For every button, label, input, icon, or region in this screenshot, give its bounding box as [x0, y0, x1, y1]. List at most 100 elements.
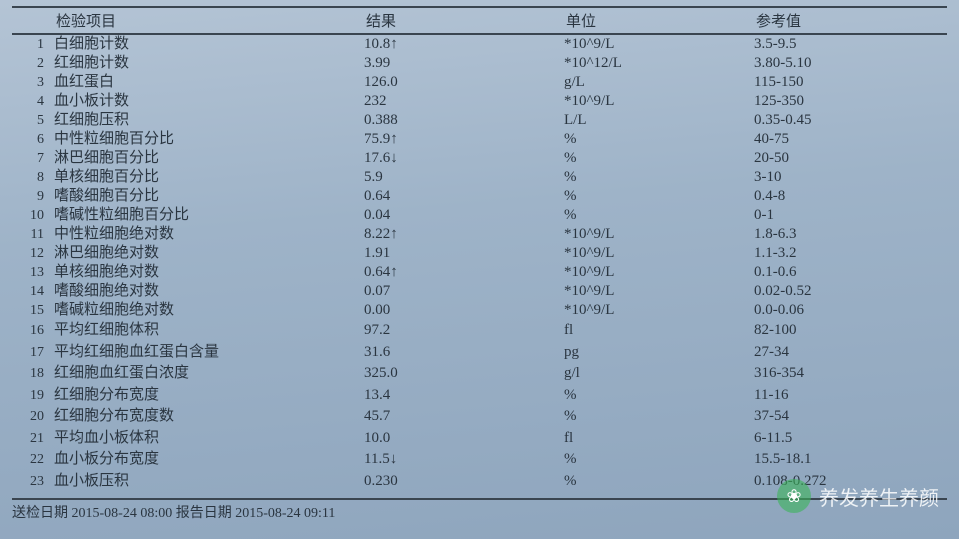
test-unit: *10^9/L: [564, 225, 754, 244]
test-result: 45.7: [364, 406, 564, 428]
test-ref: 15.5-18.1: [754, 449, 947, 471]
row-num: 8: [12, 168, 54, 187]
table-row: 17平均红细胞血红蛋白含量31.6pg27-34: [12, 342, 947, 364]
test-result: 5.9: [364, 168, 564, 187]
test-result: 0.230: [364, 471, 564, 493]
test-name: 淋巴细胞百分比: [54, 149, 364, 168]
test-name: 血小板压积: [54, 471, 364, 493]
test-result: 0.07: [364, 282, 564, 301]
table-row: 16平均红细胞体积97.2fl82-100: [12, 320, 947, 342]
flag-icon: ↓: [390, 449, 404, 471]
test-name: 嗜碱粒细胞绝对数: [54, 301, 364, 320]
test-name: 单核细胞绝对数: [54, 263, 364, 282]
row-num: 13: [12, 263, 54, 282]
test-name: 中性粒细胞百分比: [54, 130, 364, 149]
test-result: 3.99: [364, 54, 564, 73]
test-result: 0.04: [364, 206, 564, 225]
table-row: 4血小板计数232*10^9/L125-350: [12, 92, 947, 111]
test-result: 8.22↑: [364, 225, 564, 244]
flag-icon: ↑: [390, 130, 404, 149]
test-ref: 37-54: [754, 406, 947, 428]
table-row: 14嗜酸细胞绝对数0.07*10^9/L0.02-0.52: [12, 282, 947, 301]
table-row: 13单核细胞绝对数0.64↑*10^9/L0.1-0.6: [12, 263, 947, 282]
row-num: 17: [12, 342, 54, 364]
test-result: 13.4: [364, 385, 564, 407]
test-name: 中性粒细胞绝对数: [54, 225, 364, 244]
test-ref: 11-16: [754, 385, 947, 407]
row-num: 3: [12, 73, 54, 92]
row-num: 21: [12, 428, 54, 450]
header-ref: 参考值: [756, 10, 947, 31]
table-row: 20红细胞分布宽度数45.7%37-54: [12, 406, 947, 428]
table-row: 21平均血小板体积10.0fl6-11.5: [12, 428, 947, 450]
row-num: 12: [12, 244, 54, 263]
table-row: 8单核细胞百分比5.9%3-10: [12, 168, 947, 187]
test-unit: %: [564, 471, 754, 493]
test-result: 11.5↓: [364, 449, 564, 471]
row-num: 23: [12, 471, 54, 493]
test-unit: *10^9/L: [564, 92, 754, 111]
test-name: 嗜酸细胞百分比: [54, 187, 364, 206]
test-unit: %: [564, 449, 754, 471]
row-num: 19: [12, 385, 54, 407]
table-row: 1白细胞计数10.8↑*10^9/L3.5-9.5: [12, 35, 947, 54]
row-num: 9: [12, 187, 54, 206]
test-result: 0.64: [364, 187, 564, 206]
test-result: 0.00: [364, 301, 564, 320]
test-name: 平均红细胞血红蛋白含量: [54, 342, 364, 364]
test-unit: *10^9/L: [564, 35, 754, 54]
row-num: 15: [12, 301, 54, 320]
test-unit: g/L: [564, 73, 754, 92]
test-unit: %: [564, 406, 754, 428]
test-result: 0.388: [364, 111, 564, 130]
test-name: 红细胞血红蛋白浓度: [54, 363, 364, 385]
test-result: 31.6: [364, 342, 564, 364]
test-unit: fl: [564, 428, 754, 450]
test-unit: *10^12/L: [564, 54, 754, 73]
row-num: 11: [12, 225, 54, 244]
row-num: 6: [12, 130, 54, 149]
watermark: ❀ 养发养生养颜: [777, 479, 939, 513]
table-row: 9嗜酸细胞百分比0.64%0.4-8: [12, 187, 947, 206]
table-row: 19红细胞分布宽度13.4%11-16: [12, 385, 947, 407]
row-num: 16: [12, 320, 54, 342]
table-row: 7淋巴细胞百分比17.6↓%20-50: [12, 149, 947, 168]
test-ref: 82-100: [754, 320, 947, 342]
flag-icon: ↓: [390, 149, 404, 168]
table-row: 11中性粒细胞绝对数8.22↑*10^9/L1.8-6.3: [12, 225, 947, 244]
test-name: 红细胞分布宽度: [54, 385, 364, 407]
header-unit: 单位: [566, 10, 756, 31]
test-ref: 3.5-9.5: [754, 35, 947, 54]
test-result: 97.2: [364, 320, 564, 342]
test-result: 1.91: [364, 244, 564, 263]
test-unit: pg: [564, 342, 754, 364]
header-name: 检验项目: [54, 10, 366, 31]
table-row: 10嗜碱性粒细胞百分比0.04%0-1: [12, 206, 947, 225]
table-row: 22血小板分布宽度11.5↓%15.5-18.1: [12, 449, 947, 471]
test-result: 17.6↓: [364, 149, 564, 168]
row-num: 22: [12, 449, 54, 471]
test-result: 75.9↑: [364, 130, 564, 149]
test-ref: 316-354: [754, 363, 947, 385]
test-unit: *10^9/L: [564, 282, 754, 301]
test-ref: 1.1-3.2: [754, 244, 947, 263]
test-unit: *10^9/L: [564, 301, 754, 320]
test-name: 血小板计数: [54, 92, 364, 111]
flag-icon: ↑: [390, 263, 404, 282]
row-num: 7: [12, 149, 54, 168]
test-unit: L/L: [564, 111, 754, 130]
test-unit: %: [564, 206, 754, 225]
test-unit: %: [564, 168, 754, 187]
test-name: 嗜酸细胞绝对数: [54, 282, 364, 301]
wechat-icon: ❀: [777, 479, 811, 513]
watermark-text: 养发养生养颜: [819, 482, 939, 511]
flag-icon: ↑: [390, 225, 404, 244]
test-name: 血红蛋白: [54, 73, 364, 92]
test-unit: g/l: [564, 363, 754, 385]
test-ref: 0.02-0.52: [754, 282, 947, 301]
test-name: 淋巴细胞绝对数: [54, 244, 364, 263]
table-row: 18红细胞血红蛋白浓度325.0g/l316-354: [12, 363, 947, 385]
test-ref: 125-350: [754, 92, 947, 111]
test-ref: 3-10: [754, 168, 947, 187]
row-num: 20: [12, 406, 54, 428]
